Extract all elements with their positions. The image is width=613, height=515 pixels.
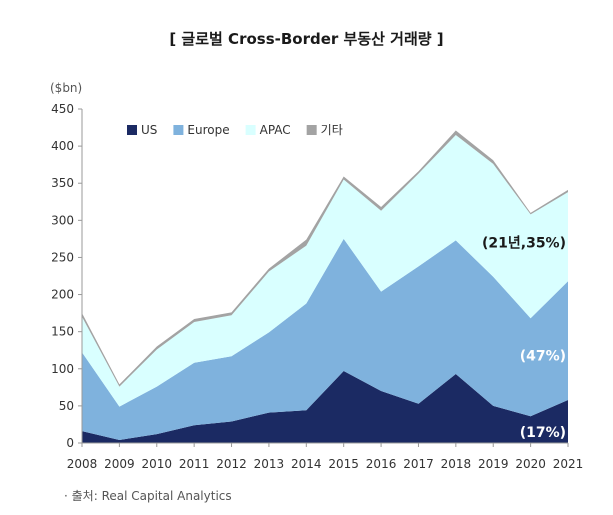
x-tick-label: 2014 [291, 457, 322, 471]
legend-label: US [141, 123, 157, 137]
legend-swatch [127, 125, 137, 135]
y-tick-label: 450 [51, 102, 74, 116]
x-tick-label: 2016 [366, 457, 397, 471]
legend-label: APAC [260, 123, 291, 137]
y-tick-label: 0 [66, 436, 74, 450]
y-tick-label: 250 [51, 250, 74, 264]
y-tick-label: 400 [51, 139, 74, 153]
x-tick-label: 2011 [179, 457, 210, 471]
y-tick-label: 350 [51, 176, 74, 190]
x-tick-label: 2017 [403, 457, 434, 471]
y-tick-label: 200 [51, 288, 74, 302]
legend-swatch [306, 125, 317, 135]
annotation-label: (47%) [520, 348, 566, 364]
legend-swatch [245, 125, 256, 135]
legend-label: 기타 [321, 123, 343, 137]
legend-label: Europe [187, 123, 229, 137]
series-area-us [82, 371, 568, 443]
annotation-label: (17%) [520, 425, 566, 441]
y-tick-label: 50 [59, 399, 74, 413]
series-area-europe [82, 238, 568, 440]
x-tick-label: 2013 [254, 457, 285, 471]
x-tick-label: 2020 [515, 457, 546, 471]
y-tick-label: 100 [51, 362, 74, 376]
series-area-apac [82, 135, 568, 407]
y-tick-label: 300 [51, 213, 74, 227]
x-tick-label: 2018 [441, 457, 472, 471]
x-tick-label: 2021 [553, 457, 584, 471]
x-tick-label: 2008 [67, 457, 98, 471]
x-tick-label: 2010 [141, 457, 172, 471]
y-tick-label: 150 [51, 325, 74, 339]
y-unit-label: ($bn) [50, 81, 82, 95]
x-tick-label: 2015 [328, 457, 359, 471]
annotation-label: (21년,35%) [482, 236, 566, 252]
x-tick-label: 2019 [478, 457, 509, 471]
chart-title: [ 글로벌 Cross-Border 부동산 거래량 ] [169, 30, 444, 48]
x-tick-label: 2009 [104, 457, 135, 471]
x-tick-label: 2012 [216, 457, 247, 471]
legend-swatch [173, 125, 184, 135]
source-note: · 출처: Real Capital Analytics [64, 489, 232, 503]
